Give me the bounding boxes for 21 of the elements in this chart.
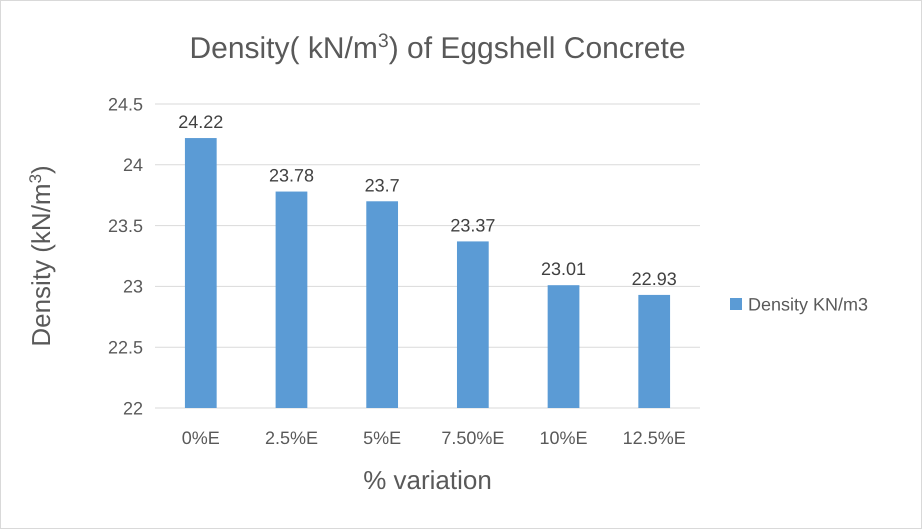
x-tick-label: 7.50%E <box>441 428 504 448</box>
y-tick-label: 22.5 <box>108 338 143 358</box>
data-label: 23.7 <box>364 175 400 196</box>
x-tick-label: 12.5%E <box>622 428 686 448</box>
x-axis-title: % variation <box>363 465 492 495</box>
y-tick-label: 24 <box>122 155 143 176</box>
x-tick-label: 2.5%E <box>264 428 318 448</box>
data-label: 23.78 <box>268 166 314 186</box>
x-tick-label: 0%E <box>182 428 220 448</box>
chart-title: Density( kN/m$^{3}$) of Eggshell Concrete <box>189 30 686 65</box>
y-tick-label: 22 <box>122 398 143 418</box>
x-tick-label: 10%E <box>540 428 588 448</box>
data-label: 23.01 <box>541 259 586 280</box>
legend-label: Density KN/m3 <box>748 294 868 314</box>
y-tick-label: 24.5 <box>108 94 143 114</box>
data-label: 22.93 <box>632 268 677 289</box>
y-tick-label: 23.5 <box>108 216 143 236</box>
y-tick-label: 23 <box>122 276 143 297</box>
data-label: 23.37 <box>450 215 496 236</box>
x-tick-label: 5%E <box>363 428 402 448</box>
data-label: 24.22 <box>178 112 224 132</box>
